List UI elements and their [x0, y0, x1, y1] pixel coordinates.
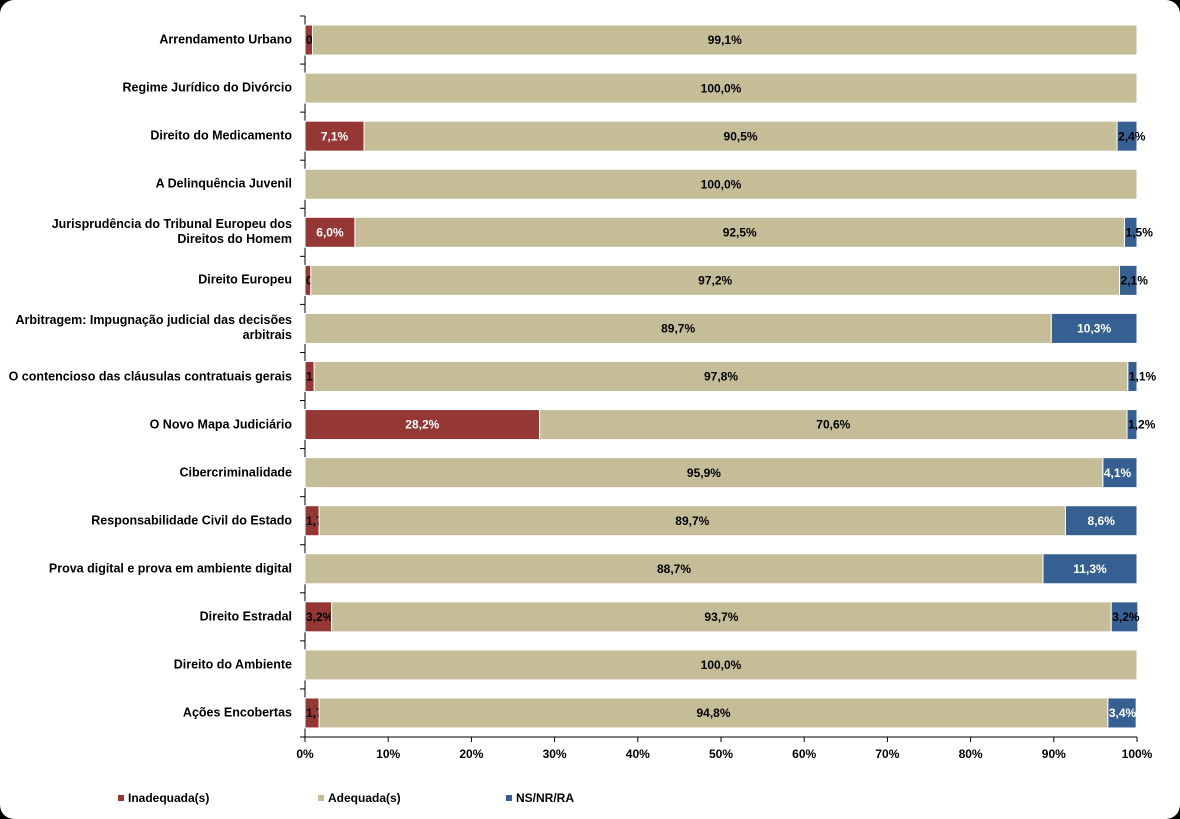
category-label: Direito do Ambiente — [173, 657, 292, 672]
value-label: 100,0% — [701, 81, 742, 95]
value-label: 97,2% — [698, 274, 732, 288]
category-label: A Delinquência Juvenil — [155, 176, 292, 191]
category-label: Arbitragem: Impugnação judicial das deci… — [15, 313, 292, 343]
bar-segment — [304, 409, 541, 441]
category-label: Direito Europeu — [198, 272, 292, 287]
value-label: 95,9% — [687, 466, 721, 480]
category-label: Regime Jurídico do Divórcio — [122, 80, 292, 95]
category-label: Ações Encobertas — [182, 705, 292, 720]
value-label: 100,0% — [701, 177, 742, 191]
bar-segment — [1116, 120, 1138, 152]
x-tick-label: 10% — [376, 747, 400, 761]
x-tick-label: 20% — [459, 747, 483, 761]
value-label: 92,5% — [723, 225, 757, 239]
value-label: 99,1% — [708, 33, 742, 47]
legend-swatch — [118, 795, 124, 801]
bar-segment — [313, 361, 1129, 392]
value-label: 11,3% — [1073, 562, 1107, 576]
bar-segment — [310, 264, 1121, 296]
bar-segment — [1126, 409, 1138, 441]
bar-segment — [304, 216, 356, 248]
value-label: 3,4% — [1109, 706, 1137, 720]
legend-swatch — [318, 795, 324, 801]
x-tick-label: 90% — [1042, 747, 1066, 761]
legend-label: NS/NR/RA — [516, 791, 574, 805]
value-label: 94,8% — [696, 706, 730, 720]
bar-segment — [304, 649, 1138, 681]
bar-segment — [318, 697, 1109, 729]
category-label: Prova digital e prova em ambiente digita… — [48, 561, 292, 576]
category-label: O contencioso das cláusulas contratuais … — [8, 369, 292, 383]
bar-segment — [1064, 505, 1138, 537]
value-label: 3,2% — [306, 610, 334, 624]
bar-segment — [363, 120, 1118, 152]
category-label: Jurisprudência do Tribunal Europeu dos D… — [51, 217, 292, 247]
bar-segment — [354, 216, 1126, 248]
x-tick-label: 70% — [875, 747, 899, 761]
bar-segment — [331, 601, 1112, 633]
bar-segment — [1127, 361, 1138, 392]
legend-label: Adequada(s) — [328, 791, 401, 805]
value-label: 93,7% — [704, 610, 738, 624]
x-tick-label: 100% — [1122, 747, 1153, 761]
bar-segment — [539, 409, 1128, 441]
value-label: 89,7% — [675, 514, 709, 528]
bar-segment — [1107, 697, 1137, 729]
x-tick-label: 0% — [296, 747, 314, 761]
category-label: Cibercriminalidade — [179, 465, 292, 480]
bar-segment — [318, 505, 1066, 537]
value-label: 97,8% — [704, 370, 738, 384]
bar-segment — [304, 553, 1044, 585]
value-label: 88,7% — [657, 562, 691, 576]
value-label: 3,2% — [1112, 610, 1140, 624]
bar-segment — [1050, 312, 1138, 344]
bar-segment — [304, 312, 1052, 344]
bar-segment — [1119, 264, 1138, 296]
x-tick-label: 40% — [626, 747, 650, 761]
bar-segment — [304, 601, 333, 633]
value-label: 7,1% — [321, 129, 349, 143]
value-label: 2,1% — [1121, 274, 1149, 288]
legend-swatch — [506, 795, 512, 801]
value-label: 4,1% — [1104, 466, 1132, 480]
bar-segment — [304, 168, 1138, 200]
value-label: 90,5% — [724, 129, 758, 143]
bar-segment — [1124, 216, 1138, 248]
value-label: 89,7% — [661, 322, 695, 336]
value-label: 1,5% — [1126, 225, 1154, 239]
bar-segment — [1042, 553, 1138, 585]
value-label: 8,6% — [1088, 514, 1116, 528]
bar-segment — [304, 457, 1104, 489]
value-label: 1,2% — [1128, 418, 1156, 432]
value-label: 10,3% — [1077, 322, 1111, 336]
x-tick-label: 50% — [709, 747, 733, 761]
legend-label: Inadequada(s) — [128, 791, 209, 805]
value-label: 2,4% — [1118, 129, 1146, 143]
value-label: 28,2% — [405, 418, 439, 432]
category-label: Responsabilidade Civil do Estado — [91, 513, 292, 528]
x-tick-label: 60% — [792, 747, 816, 761]
value-label: 100,0% — [701, 658, 742, 672]
x-tick-label: 30% — [543, 747, 567, 761]
value-label: 1,1% — [1129, 370, 1157, 384]
value-label: 6,0% — [316, 225, 344, 239]
category-label: Direito Estradal — [199, 609, 292, 624]
bar-segment — [1102, 457, 1138, 489]
bar-segment — [311, 24, 1138, 56]
bar-segment — [1110, 601, 1139, 633]
category-label: Direito do Medicamento — [150, 128, 292, 143]
bar-segment — [304, 72, 1138, 104]
category-label: Arrendamento Urbano — [159, 32, 292, 47]
x-tick-label: 80% — [959, 747, 983, 761]
value-label: 70,6% — [816, 418, 850, 432]
category-label: O Novo Mapa Judiciário — [149, 417, 292, 432]
